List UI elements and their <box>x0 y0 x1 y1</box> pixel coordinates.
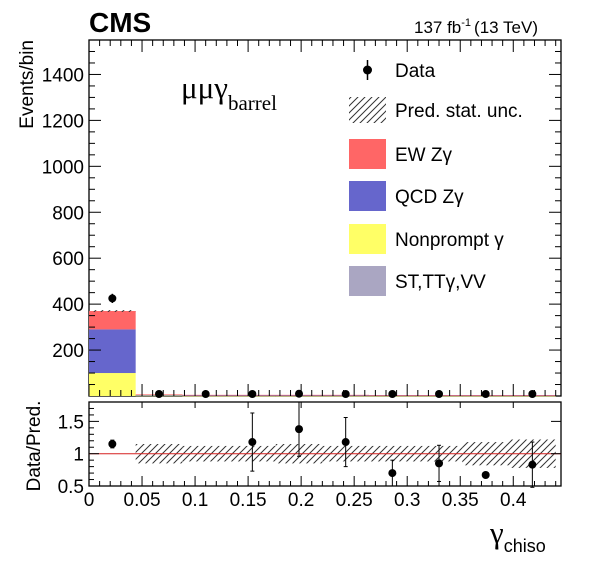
y-tick-label-top-6: 1400 <box>42 65 84 86</box>
legend-label-nonprompt: Nonprompt γ <box>395 230 504 251</box>
y-tick-label-top-5: 1200 <box>42 111 84 132</box>
ratio-point-4 <box>295 425 304 434</box>
x-tick-label-0: 0 <box>84 490 95 511</box>
y-tick-label-ratio-1: 1 <box>73 445 84 466</box>
data-point-5 <box>341 390 350 398</box>
y-tick-label-top-4: 1000 <box>42 157 84 178</box>
legend-label-data: Data <box>395 61 436 82</box>
legend-label-qcd-z: QCD Zγ <box>395 187 464 208</box>
x-axis-label-main: γ <box>489 515 504 550</box>
y-axis-label-bottom: Data/Pred. <box>24 401 45 492</box>
data-point-9 <box>528 390 537 398</box>
bar-nonprompt-0 <box>89 373 136 396</box>
y-tick-label-top-0: 200 <box>52 341 84 362</box>
ratio-point-9 <box>528 460 537 469</box>
energy-label: (13 TeV) <box>474 18 538 37</box>
data-point-6 <box>388 390 397 398</box>
y-tick-label-top-2: 600 <box>52 249 84 270</box>
y-tick-label-ratio-2: 1.5 <box>58 412 84 433</box>
lumi-value: 137 fb <box>414 18 461 37</box>
lumi-exponent: -1 <box>461 17 471 29</box>
ratio-point-6 <box>388 469 397 478</box>
ratio-point-8 <box>481 471 490 480</box>
data-point-8 <box>481 390 490 398</box>
x-tick-label-1: 0.05 <box>124 490 161 511</box>
ratio-point-5 <box>341 438 350 447</box>
channel-label-sub: barrel <box>228 91 277 115</box>
ratio-point-0 <box>108 440 117 448</box>
legend: Data Pred. stat. unc. EW Zγ QCD Zγ Nonprompt… <box>349 60 523 296</box>
legend-swatch-ew-z <box>349 139 386 169</box>
channel-label: μμγbarrel <box>181 70 277 115</box>
legend-label-st-tt-vv: ST,TTγ,VV <box>395 272 486 293</box>
x-tick-label-5: 0.25 <box>336 490 373 511</box>
x-tick-label-6: 0.3 <box>394 490 420 511</box>
legend-marker-data <box>363 65 372 75</box>
legend-label-ew-z: EW Zγ <box>395 145 452 166</box>
channel-label-main: μμγ <box>181 70 228 105</box>
legend-swatch-qcd-z <box>349 181 386 211</box>
data-point-1 <box>155 390 164 398</box>
y-tick-label-top-3: 800 <box>52 203 84 224</box>
ratio-panel-marks <box>89 401 561 488</box>
x-tick-label-3: 0.15 <box>230 490 267 511</box>
axis-ticks: 0 0.05 0.1 0.15 0.2 0.25 0.3 0.35 0.4 200 400 600 80… <box>42 40 561 511</box>
ratio-panel-frame <box>88 401 562 487</box>
data-points <box>108 293 537 398</box>
data-point-4 <box>295 389 304 398</box>
x-tick-label-8: 0.4 <box>500 490 527 511</box>
legend-swatch-nonprompt <box>349 224 386 254</box>
bar-qcd-z-0 <box>89 329 136 374</box>
x-tick-label-7: 0.35 <box>442 490 479 511</box>
bar-ew-z-0 <box>89 311 136 330</box>
data-point-0 <box>108 294 117 303</box>
top-panel-frame <box>88 39 562 397</box>
x-axis-label: γchiso <box>489 515 546 556</box>
experiment-label: CMS <box>89 7 151 38</box>
top-stat-unc-band-0 <box>89 310 136 312</box>
ratio-point-3 <box>248 438 257 447</box>
data-point-3 <box>248 390 257 398</box>
y-tick-label-ratio-0: 0.5 <box>58 477 84 498</box>
x-tick-label-4: 0.2 <box>288 490 314 511</box>
y-tick-label-top-1: 400 <box>52 295 84 316</box>
legend-swatch-st-tt-vv <box>349 266 386 296</box>
x-tick-label-2: 0.1 <box>182 490 208 511</box>
legend-label-pred-stat-unc: Pred. stat. unc. <box>395 101 523 122</box>
lumi-label: 137 fb-1 (13 TeV) <box>414 17 538 37</box>
ratio-point-7 <box>435 459 444 468</box>
x-axis-label-sub: chiso <box>504 536 546 556</box>
legend-swatch-pred-stat-unc <box>349 97 386 123</box>
y-axis-label-top: Events/bin <box>17 40 38 129</box>
stacked-histogram <box>89 310 556 397</box>
